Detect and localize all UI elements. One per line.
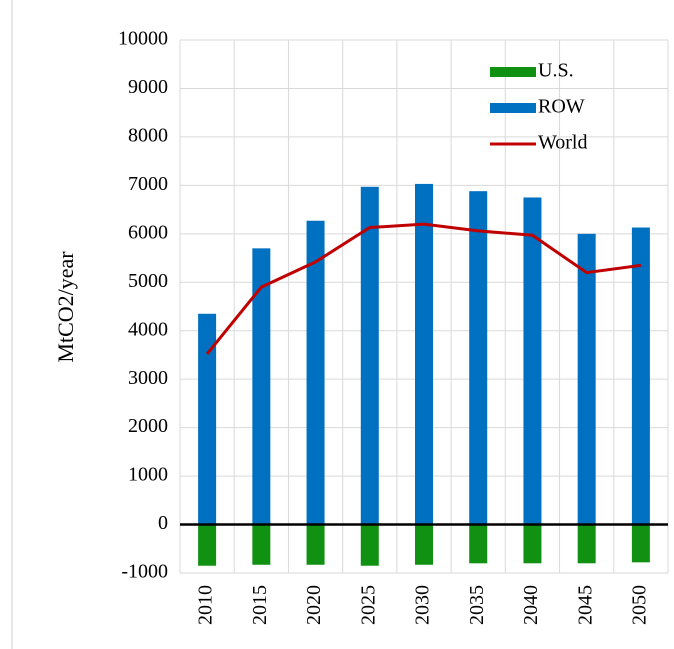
bar — [252, 248, 271, 525]
y-tick-label: 3000 — [128, 367, 168, 389]
x-tick-label: 2010 — [195, 585, 217, 625]
bar — [306, 220, 325, 525]
x-tick-label: 2025 — [357, 585, 379, 625]
y-tick-label: 6000 — [128, 221, 168, 243]
line — [205, 222, 642, 355]
y-tick-label: 1000 — [128, 464, 168, 486]
legend-label: U.S. — [538, 60, 574, 82]
y-tick-label: 7000 — [128, 173, 168, 195]
bar — [360, 186, 379, 525]
bar — [577, 233, 596, 525]
y-axis-label: MtCO2/year — [53, 251, 78, 363]
y-tick-label: -1000 — [121, 561, 168, 583]
y-tick-label: 8000 — [128, 125, 168, 147]
bar — [631, 524, 650, 563]
x-tick-label: 2015 — [249, 585, 271, 625]
x-tick-label: 2045 — [574, 585, 596, 625]
legend-swatch — [490, 103, 536, 113]
bar — [198, 524, 217, 566]
bar — [523, 524, 542, 564]
y-tick-label: 9000 — [128, 76, 168, 98]
bar — [306, 524, 325, 565]
y-tick-label: 10000 — [118, 28, 168, 50]
x-tick-label: 2030 — [412, 585, 434, 625]
bar — [198, 313, 217, 525]
bar — [469, 524, 488, 564]
bar — [415, 524, 433, 565]
x-tick-label: 2050 — [628, 585, 650, 625]
y-tick-label: 4000 — [128, 318, 168, 340]
x-tick-label: 2040 — [520, 585, 542, 625]
bar — [577, 524, 596, 564]
y-tick-label: 0 — [158, 512, 168, 534]
bar — [523, 197, 542, 525]
bar — [415, 183, 433, 525]
bar — [360, 524, 379, 566]
bar — [252, 524, 271, 565]
x-tick-label: 2035 — [466, 585, 488, 625]
legend-swatch — [490, 67, 536, 77]
legend-label: World — [538, 132, 588, 154]
bar — [631, 227, 650, 525]
bar — [469, 191, 488, 525]
legend-label: ROW — [538, 96, 585, 118]
y-tick-label: 2000 — [128, 415, 168, 437]
y-tick-label: 5000 — [128, 270, 168, 292]
x-tick-label: 2020 — [303, 585, 325, 625]
